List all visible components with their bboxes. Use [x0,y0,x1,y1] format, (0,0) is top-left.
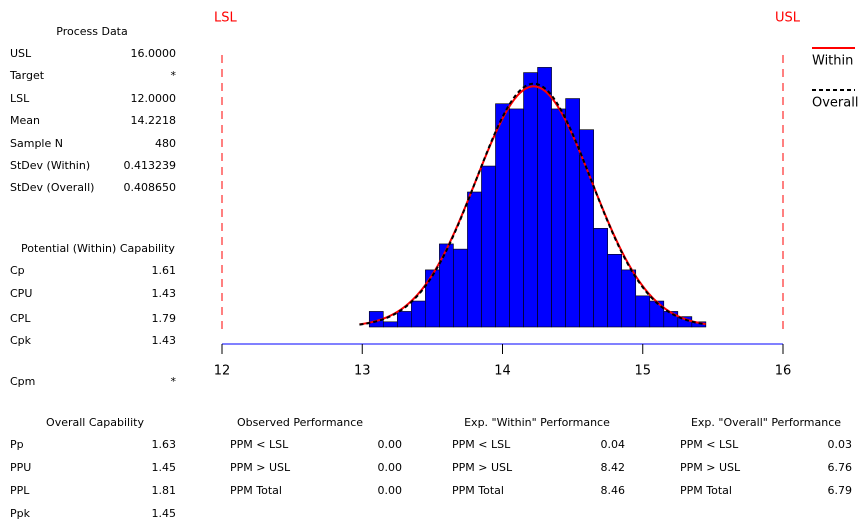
row-label: PPM > USL [230,461,291,474]
row-label: PPM < LSL [680,438,739,451]
row-label: PPM < LSL [452,438,511,451]
bar [397,311,412,328]
bar [382,321,398,328]
row-value: 14.2218 [131,114,177,127]
row-value: 16.0000 [131,47,177,60]
row-value: 480 [155,137,176,150]
row-value: 1.45 [152,461,177,474]
panel-title: Overall Capability [46,416,144,429]
row-label: LSL [10,92,30,105]
row-label: StDev (Overall) [10,181,94,194]
bar [495,103,510,328]
bar [551,108,566,328]
row-label: Ppk [10,507,31,520]
spec-label: USL [775,11,801,26]
bar [635,295,651,328]
bar [593,228,608,328]
row-label: PPM Total [230,484,282,497]
row-label: StDev (Within) [10,159,90,172]
row-value: 1.45 [152,507,177,520]
legend-label: Within [812,54,853,69]
x-tick-label: 13 [354,364,371,379]
row-value: 12.0000 [131,92,177,105]
row-label: Target [9,69,45,82]
bar [411,300,426,328]
row-label: CPU [10,287,32,300]
fit-curve [359,82,707,326]
row-value: 1.43 [152,287,177,300]
bar [439,243,454,328]
row-value: 1.81 [152,484,177,497]
bar [663,311,679,328]
bar [509,108,524,328]
row-value: 0.413239 [124,159,177,172]
row-value: 8.42 [601,461,626,474]
row-value: 1.61 [152,264,177,277]
row-label: CPL [10,312,31,325]
legend-label: Overall [812,96,858,111]
bar [607,254,623,328]
row-value: * [171,69,177,82]
row-value: 0.00 [378,484,403,497]
bar [621,269,637,328]
x-tick-label: 14 [494,364,511,379]
row-value: 6.76 [828,461,853,474]
bar [467,191,482,328]
bar [453,248,468,328]
row-value: 0.04 [601,438,626,451]
panel-title: Potential (Within) Capability [21,242,175,255]
row-value: * [171,375,177,388]
panel-title: Observed Performance [237,416,363,429]
row-label: Pp [10,438,24,451]
row-label: Cp [10,264,25,277]
row-label: USL [10,47,32,60]
row-label: PPU [10,461,31,474]
row-value: 6.79 [828,484,853,497]
row-label: PPM Total [452,484,504,497]
row-label: Sample N [10,137,63,150]
row-value: 0.00 [378,438,403,451]
bar [523,72,538,328]
row-label: Cpk [10,334,32,347]
row-label: PPM Total [680,484,732,497]
row-label: Mean [10,114,40,127]
row-label: Cpm [10,375,35,388]
row-value: 0.408650 [124,181,177,194]
row-value: 1.43 [152,334,177,347]
x-tick-label: 12 [214,364,231,379]
row-value: 1.63 [152,438,177,451]
row-label: PPM > USL [452,461,513,474]
bar [481,165,496,328]
row-label: PPL [10,484,30,497]
bar [691,321,707,328]
x-tick-label: 16 [775,364,792,379]
bar [425,269,440,328]
bar [537,67,552,328]
row-value: 8.46 [601,484,626,497]
x-tick-label: 15 [634,364,651,379]
row-value: 0.00 [378,461,403,474]
bar [579,129,594,328]
row-label: PPM < LSL [230,438,289,451]
panel-title: Exp. "Overall" Performance [691,416,841,429]
spec-label: LSL [214,11,237,26]
row-value: 1.79 [152,312,177,325]
panel-title: Exp. "Within" Performance [464,416,610,429]
row-value: 0.03 [828,438,853,451]
row-label: PPM > USL [680,461,741,474]
panel-title: Process Data [56,25,128,38]
